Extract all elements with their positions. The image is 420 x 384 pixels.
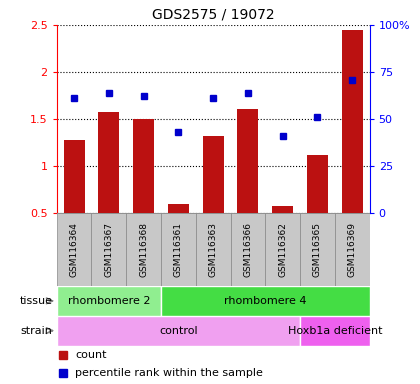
Bar bbox=[57, 286, 161, 316]
Text: strain: strain bbox=[21, 326, 52, 336]
Bar bbox=[237, 109, 258, 213]
Bar bbox=[300, 213, 335, 286]
Title: GDS2575 / 19072: GDS2575 / 19072 bbox=[152, 7, 274, 21]
Text: Hoxb1a deficient: Hoxb1a deficient bbox=[288, 326, 382, 336]
Bar bbox=[196, 213, 231, 286]
Bar bbox=[161, 286, 370, 316]
Bar bbox=[126, 213, 161, 286]
Bar bbox=[57, 316, 300, 346]
Text: percentile rank within the sample: percentile rank within the sample bbox=[76, 367, 263, 377]
Bar bbox=[342, 30, 362, 213]
Text: GSM116361: GSM116361 bbox=[174, 222, 183, 277]
Text: rhombomere 2: rhombomere 2 bbox=[68, 296, 150, 306]
Text: GSM116364: GSM116364 bbox=[70, 222, 79, 277]
Text: tissue: tissue bbox=[19, 296, 52, 306]
Bar bbox=[161, 213, 196, 286]
Bar bbox=[57, 213, 92, 286]
Text: GSM116363: GSM116363 bbox=[209, 222, 218, 277]
Text: rhombomere 4: rhombomere 4 bbox=[224, 296, 307, 306]
Bar bbox=[133, 119, 154, 213]
Text: GSM116369: GSM116369 bbox=[348, 222, 357, 277]
Text: GSM116368: GSM116368 bbox=[139, 222, 148, 277]
Text: GSM116365: GSM116365 bbox=[313, 222, 322, 277]
Bar bbox=[272, 205, 293, 213]
Bar bbox=[168, 204, 189, 213]
Text: GSM116367: GSM116367 bbox=[104, 222, 113, 277]
Bar bbox=[307, 155, 328, 213]
Bar bbox=[92, 213, 126, 286]
Bar bbox=[265, 213, 300, 286]
Text: GSM116362: GSM116362 bbox=[278, 222, 287, 277]
Bar bbox=[64, 140, 84, 213]
Bar bbox=[98, 113, 119, 213]
Bar bbox=[203, 136, 223, 213]
Bar bbox=[231, 213, 265, 286]
Text: GSM116366: GSM116366 bbox=[244, 222, 252, 277]
Text: control: control bbox=[159, 326, 198, 336]
Bar bbox=[300, 316, 370, 346]
Bar bbox=[335, 213, 370, 286]
Text: count: count bbox=[76, 350, 107, 360]
